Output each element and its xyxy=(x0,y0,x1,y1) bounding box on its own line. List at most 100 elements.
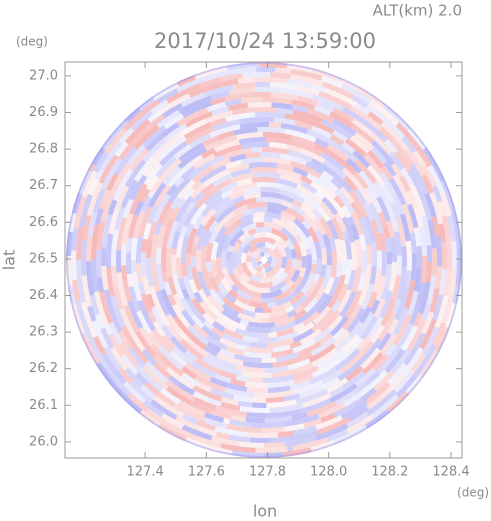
echo-cell xyxy=(300,398,332,414)
echo-cell xyxy=(215,204,238,224)
chart-title: 2017/10/24 13:59:00 xyxy=(154,29,376,53)
echo-cell xyxy=(183,122,212,140)
echo-cell xyxy=(133,124,160,150)
echo-cell xyxy=(154,221,163,235)
echo-cell xyxy=(135,330,157,358)
echo-cell xyxy=(201,182,216,195)
echo-cell xyxy=(289,429,319,442)
echo-cell xyxy=(321,196,339,216)
echo-cell xyxy=(286,309,297,318)
echo-cell xyxy=(294,120,313,131)
echo-cell xyxy=(269,280,287,293)
echo-cell xyxy=(161,324,174,339)
y-unit: (deg) xyxy=(16,35,48,49)
echo-cell xyxy=(382,225,390,239)
echo-cell xyxy=(446,215,456,242)
echo-cell xyxy=(253,232,266,239)
echo-cell xyxy=(278,231,290,242)
echo-cell xyxy=(133,156,156,183)
echo-cell xyxy=(140,384,157,400)
echo-cell xyxy=(89,294,100,316)
echo-cell xyxy=(242,208,253,217)
echo-cell xyxy=(166,183,178,197)
echo-cell xyxy=(326,187,338,199)
echo-cell xyxy=(225,387,255,398)
echo-cell xyxy=(426,245,433,263)
echo-cell xyxy=(209,376,228,388)
echo-cell xyxy=(163,113,185,130)
echo-cell xyxy=(196,249,202,273)
echo-cell xyxy=(291,99,316,110)
echo-cell xyxy=(285,351,313,366)
echo-cell xyxy=(399,175,412,192)
echo-cell xyxy=(404,280,416,310)
echo-cell xyxy=(280,194,295,204)
echo-cell xyxy=(101,119,129,150)
echo-cell xyxy=(222,327,244,341)
echo-cell xyxy=(285,305,295,314)
echo-cell xyxy=(193,214,205,230)
echo-cell xyxy=(414,282,426,310)
echo-cell xyxy=(210,90,231,101)
echo-cell xyxy=(220,396,239,406)
echo-cell xyxy=(100,157,123,191)
echo-cell xyxy=(399,213,411,242)
echo-cell xyxy=(328,314,344,331)
echo-cell xyxy=(118,368,134,384)
echo-cell xyxy=(176,77,205,93)
echo-cell xyxy=(368,202,384,234)
echo-cell xyxy=(292,322,305,332)
echo-cell xyxy=(137,299,156,332)
echo-cell xyxy=(370,241,377,267)
echo-cell xyxy=(336,283,349,303)
echo-cell xyxy=(310,180,329,197)
echo-cell xyxy=(198,77,222,89)
echo-cell xyxy=(134,371,149,386)
echo-cell xyxy=(266,408,302,418)
echo-cell xyxy=(122,198,134,219)
echo-cell xyxy=(178,278,186,291)
echo-cell xyxy=(262,237,277,245)
echo-cell xyxy=(70,250,78,281)
echo-cell xyxy=(221,250,227,269)
echo-cell xyxy=(233,84,236,90)
echo-cell xyxy=(267,379,295,388)
echo-cell xyxy=(143,155,163,178)
echo-cell xyxy=(86,261,95,296)
echo-cell xyxy=(320,76,343,89)
echo-cell xyxy=(171,230,181,250)
echo-cell xyxy=(267,337,295,348)
echo-cell xyxy=(351,267,362,293)
echo-cell xyxy=(292,156,308,166)
echo-cell xyxy=(312,273,321,283)
echo-cell xyxy=(255,242,266,249)
echo-cell xyxy=(229,434,251,443)
echo-cell xyxy=(216,431,231,440)
echo-cell xyxy=(245,254,252,263)
echo-cell xyxy=(232,195,245,204)
echo-cell xyxy=(157,200,173,224)
echo-cell xyxy=(313,105,332,116)
echo-cell xyxy=(271,92,298,101)
echo-cell xyxy=(341,106,364,123)
echo-cell xyxy=(326,377,349,394)
echo-cell xyxy=(190,360,216,378)
echo-cell xyxy=(401,135,417,154)
echo-cell xyxy=(114,185,130,211)
echo-cell xyxy=(287,275,304,294)
echo-cell xyxy=(289,340,302,349)
echo-cell xyxy=(211,260,219,277)
echo-cell xyxy=(195,223,206,238)
echo-cell xyxy=(434,266,442,289)
echo-cell xyxy=(358,234,367,250)
echo-cell xyxy=(353,171,369,190)
echo-cell xyxy=(181,366,197,380)
echo-cell xyxy=(386,362,408,386)
echo-cell xyxy=(219,348,236,359)
echo-cell xyxy=(153,395,185,419)
echo-cell xyxy=(363,215,376,242)
echo-cell xyxy=(121,243,127,266)
echo-cell xyxy=(202,68,239,82)
echo-cell xyxy=(267,301,277,308)
echo-cell xyxy=(274,67,292,74)
